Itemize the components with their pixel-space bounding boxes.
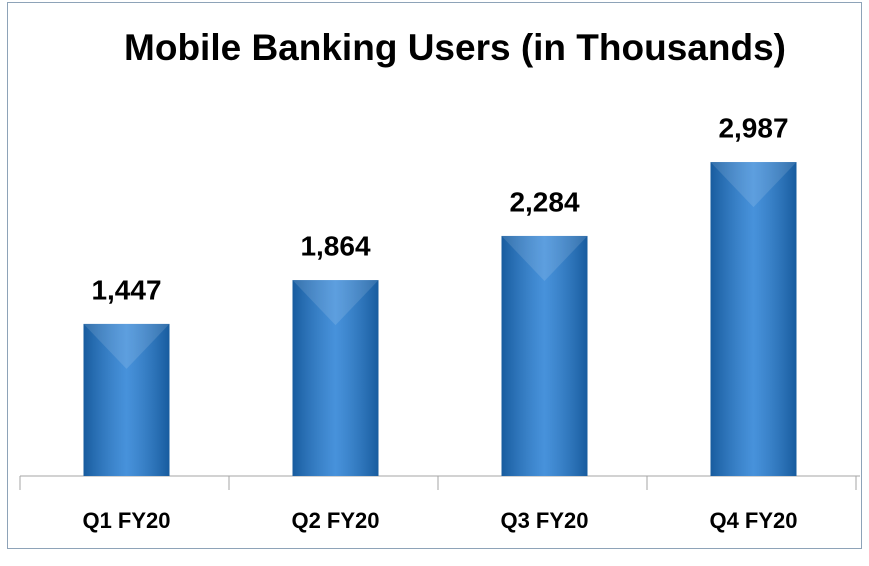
chart-frame: [7, 2, 862, 549]
chart-title: Mobile Banking Users (in Thousands): [124, 27, 786, 68]
data-label: 1,864: [300, 230, 370, 261]
bar-bevel: [83, 323, 170, 369]
x-tick-label: Q2 FY20: [291, 508, 379, 533]
bar-bevel: [710, 162, 797, 208]
data-label: 2,987: [718, 112, 788, 143]
bar-shade: [710, 162, 797, 477]
bar-shade: [292, 280, 379, 476]
bar-shade: [83, 323, 170, 476]
bar-shade: [501, 235, 588, 476]
data-label: 1,447: [91, 274, 161, 305]
bar-bevel: [501, 235, 588, 281]
x-tick-label: Q3 FY20: [500, 508, 588, 533]
data-label: 2,284: [509, 186, 579, 217]
x-tick-label: Q1 FY20: [82, 508, 170, 533]
bar-bevel: [292, 280, 379, 326]
x-tick-label: Q4 FY20: [709, 508, 797, 533]
